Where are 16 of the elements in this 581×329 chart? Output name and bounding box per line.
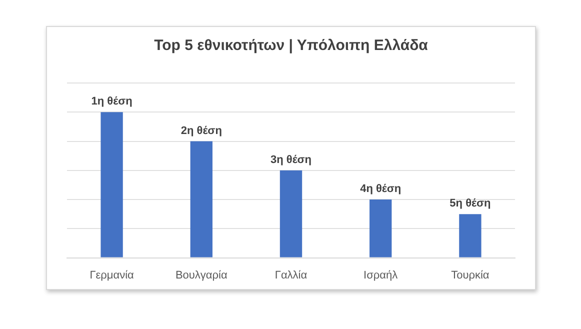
- annotation: 2η θέση: [180, 124, 222, 137]
- x-tick-label: Βουλγαρία: [175, 269, 228, 282]
- annotation: 5η θέση: [450, 198, 492, 210]
- annotation: 4η θέση: [360, 183, 402, 196]
- annotation: 3η θέση: [270, 154, 312, 166]
- bar: [100, 112, 123, 258]
- x-tick-label: Τουρκία: [451, 269, 490, 282]
- annotation: 1η θέση: [91, 96, 133, 108]
- x-tick-label: Γαλλία: [274, 269, 308, 282]
- bar: [280, 170, 302, 258]
- bar: [190, 141, 212, 258]
- chart-title: Top 5 εθνικοτήτων | Υπόλοιπη Ελλάδα: [153, 37, 429, 54]
- x-tick-label: Ισραήλ: [364, 269, 398, 282]
- bar: [370, 200, 392, 258]
- x-tick-label: Γερμανία: [90, 269, 135, 282]
- bar: [459, 214, 482, 258]
